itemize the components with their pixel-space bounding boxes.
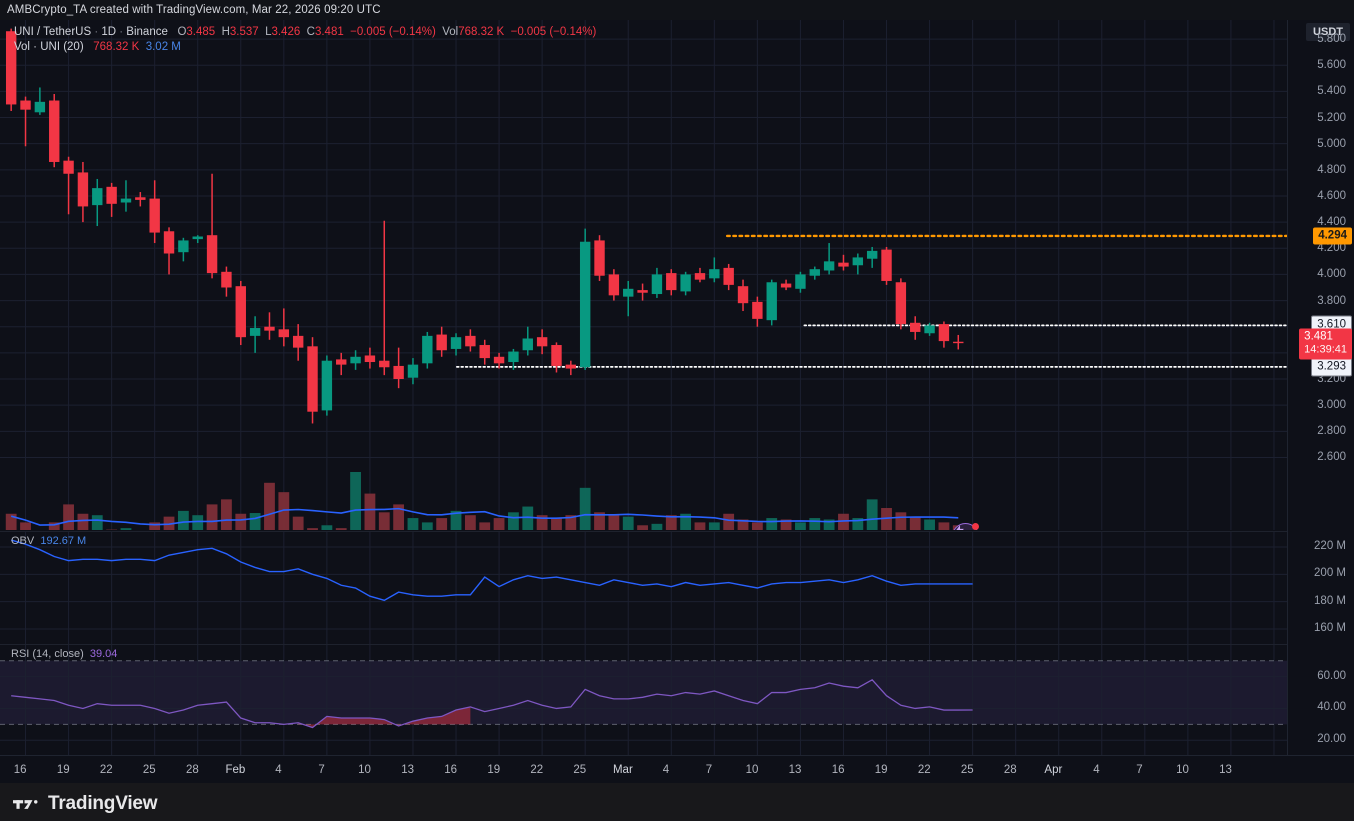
price-tick-label: 4.800 [1317, 163, 1346, 176]
price-tick-label: 3.800 [1317, 294, 1346, 307]
rsi-pane[interactable]: RSI (14, close) 39.04 [0, 644, 1287, 756]
lightning-bolt-icon[interactable] [952, 523, 979, 530]
time-tick-label: 19 [487, 764, 501, 776]
price-tick-label: 4.200 [1317, 242, 1346, 255]
time-tick-label: Feb [225, 764, 246, 776]
attribution-bar: AMBCrypto_TA created with TradingView.co… [0, 0, 1354, 20]
time-tick-label: 16 [444, 764, 458, 776]
resistance-price-tag[interactable]: 4.294 [1313, 227, 1352, 245]
price-tick-label: 5.200 [1317, 111, 1346, 124]
time-tick-label: 19 [56, 764, 70, 776]
time-tick-label: 28 [1003, 764, 1017, 776]
footer-bar [0, 783, 1354, 821]
time-tick-label: 10 [1176, 764, 1189, 776]
obv-tick-label: 180 M [1314, 594, 1346, 607]
rsi-tick-label: 60.00 [1317, 669, 1346, 682]
time-axis[interactable]: 16 19 22 25 28 Feb 4 7 10 13 16 19 22 25 Mar 4 7 10 13 16 19… [0, 755, 1354, 783]
price-axis[interactable]: USDT 5.800 5.600 5.400 5.200 5.000 4.800 4.600… [1287, 20, 1354, 755]
rsi-tick-label: 40.00 [1317, 701, 1346, 714]
time-tick-label: 25 [142, 764, 156, 776]
time-tick-label: 25 [573, 764, 587, 776]
time-tick-label: Apr [1044, 764, 1063, 776]
rsi-tick-label: 20.00 [1317, 733, 1346, 746]
price-tick-label: 5.800 [1317, 33, 1346, 46]
time-tick-label: 25 [960, 764, 974, 776]
obv-pane[interactable]: OBV 192.67 M [0, 531, 1287, 644]
time-tick-label: 16 [831, 764, 845, 776]
tradingview-logo: TradingView [13, 793, 158, 815]
price-tick-label: 4.400 [1317, 216, 1346, 229]
time-tick-label: 7 [318, 764, 325, 776]
price-tick-label: 4.000 [1317, 268, 1346, 281]
price-tick-label: 5.400 [1317, 85, 1346, 98]
time-tick-label: 22 [530, 764, 544, 776]
time-tick-label: 28 [185, 764, 199, 776]
time-tick-label: 19 [874, 764, 888, 776]
time-tick-label: 16 [13, 764, 27, 776]
tradingview-logo-icon [13, 799, 38, 809]
price-tick-label: 5.600 [1317, 59, 1346, 72]
time-tick-label: 22 [99, 764, 113, 776]
time-tick-label: Mar [612, 764, 633, 776]
time-tick-label: 4 [275, 764, 282, 776]
currency-badge: USDT [1306, 23, 1350, 41]
time-tick-label: 4 [1093, 764, 1100, 776]
obv-tick-label: 200 M [1314, 567, 1346, 580]
obv-tick-label: 220 M [1314, 539, 1346, 552]
time-tick-label: 22 [917, 764, 931, 776]
last-price-tag[interactable]: 3.481 14:39:41 [1299, 328, 1352, 360]
lower-support-price-tag[interactable]: 3.293 [1311, 357, 1352, 377]
price-tick-label: 3.000 [1317, 399, 1346, 412]
price-tick-label: 2.800 [1317, 425, 1346, 438]
time-tick-label: 7 [705, 764, 713, 776]
price-tick-label: 2.600 [1317, 451, 1346, 464]
time-tick-label: 10 [358, 764, 371, 776]
time-tick-label: 13 [401, 764, 415, 776]
time-tick-label: 10 [745, 764, 759, 776]
time-tick-label: 13 [1219, 764, 1232, 776]
price-pane[interactable]: UNI / TetherUS · 1D · Binance O3.485 H3.… [0, 20, 1287, 530]
obv-tick-label: 160 M [1314, 622, 1346, 635]
time-tick-label: 7 [1136, 764, 1143, 776]
price-tick-label: 5.000 [1317, 137, 1346, 150]
time-tick-label: 13 [788, 764, 802, 776]
alert-dot-icon [972, 523, 979, 530]
chart-pane-area[interactable]: UNI / TetherUS · 1D · Binance O3.485 H3.… [0, 20, 1287, 756]
brand-name: TradingView [48, 793, 158, 814]
price-tick-label: 4.600 [1317, 189, 1346, 202]
time-tick-label: 4 [662, 764, 670, 776]
